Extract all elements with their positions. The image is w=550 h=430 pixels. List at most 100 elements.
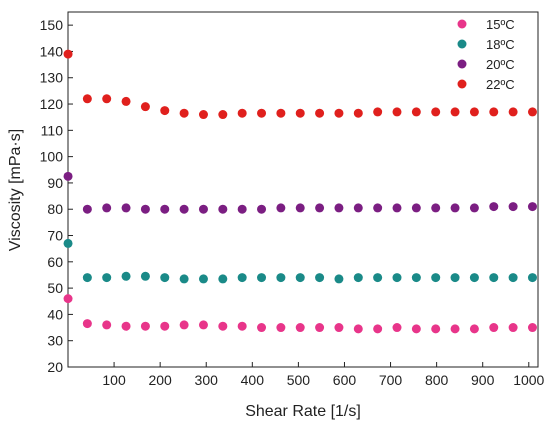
legend-label: 22ºC — [486, 77, 515, 92]
y-tick-label: 20 — [47, 359, 63, 375]
x-tick-label: 1000 — [513, 372, 544, 388]
y-tick-label: 130 — [40, 70, 64, 86]
data-point — [140, 271, 150, 281]
data-point — [411, 107, 421, 117]
data-point — [450, 273, 460, 283]
legend-label: 15ºC — [486, 17, 515, 32]
data-point — [102, 320, 112, 330]
data-point — [276, 323, 286, 333]
y-tick-label: 70 — [47, 228, 63, 244]
data-point — [295, 273, 305, 283]
data-point — [392, 107, 402, 117]
data-point — [218, 110, 228, 120]
legend-marker — [457, 39, 467, 49]
x-tick-label: 200 — [148, 372, 172, 388]
data-point — [276, 203, 286, 213]
data-point — [160, 321, 170, 331]
x-tick-label: 100 — [102, 372, 126, 388]
data-point — [257, 273, 267, 283]
y-tick-label: 60 — [47, 254, 63, 270]
data-point — [179, 108, 189, 118]
data-point — [63, 294, 73, 304]
data-point — [179, 274, 189, 284]
data-point — [121, 96, 131, 106]
data-point — [63, 171, 73, 181]
data-point — [257, 108, 267, 118]
x-tick-label: 800 — [425, 372, 449, 388]
data-point — [431, 273, 441, 283]
data-point — [295, 203, 305, 213]
data-point — [315, 108, 325, 118]
data-point — [489, 202, 499, 212]
legend: 15ºC 18ºC 20ºC 22ºC — [457, 17, 515, 92]
data-point — [353, 273, 363, 283]
data-points — [63, 49, 537, 334]
x-tick-label: 700 — [379, 372, 403, 388]
data-point — [179, 204, 189, 214]
data-point — [63, 238, 73, 248]
data-point — [508, 202, 518, 212]
data-point — [527, 107, 537, 117]
series-3 — [63, 49, 537, 120]
data-point — [102, 94, 112, 104]
data-point — [237, 321, 247, 331]
x-tick-label: 500 — [287, 372, 311, 388]
y-tick-label: 90 — [47, 175, 63, 191]
legend-marker — [457, 59, 467, 69]
data-point — [392, 323, 402, 333]
data-point — [82, 273, 92, 283]
data-point — [431, 324, 441, 334]
y-tick-label: 100 — [40, 149, 64, 165]
data-point — [121, 271, 131, 281]
data-point — [198, 204, 208, 214]
x-axis-title: Shear Rate [1/s] — [245, 403, 361, 420]
data-point — [121, 321, 131, 331]
y-tick-label: 40 — [47, 306, 63, 322]
data-point — [450, 324, 460, 334]
data-point — [82, 204, 92, 214]
data-point — [315, 323, 325, 333]
data-point — [334, 108, 344, 118]
data-point — [276, 108, 286, 118]
data-point — [469, 107, 479, 117]
data-point — [431, 203, 441, 213]
data-point — [218, 274, 228, 284]
y-tick-label: 30 — [47, 333, 63, 349]
data-point — [102, 203, 112, 213]
data-point — [160, 273, 170, 283]
data-point — [140, 321, 150, 331]
data-point — [198, 320, 208, 330]
series-0 — [63, 294, 537, 334]
data-point — [257, 323, 267, 333]
data-point — [411, 273, 421, 283]
data-point — [334, 323, 344, 333]
legend-label: 18ºC — [486, 37, 515, 52]
data-point — [508, 107, 518, 117]
data-point — [431, 107, 441, 117]
data-point — [237, 273, 247, 283]
data-point — [82, 94, 92, 104]
data-point — [411, 203, 421, 213]
data-point — [198, 274, 208, 284]
y-tick-label: 150 — [40, 17, 64, 33]
data-point — [82, 319, 92, 329]
series-1 — [63, 238, 537, 284]
y-tick-label: 120 — [40, 96, 64, 112]
data-point — [295, 108, 305, 118]
data-point — [218, 321, 228, 331]
y-tick-label: 110 — [41, 122, 64, 138]
data-point — [160, 204, 170, 214]
data-point — [489, 107, 499, 117]
legend-marker — [457, 79, 467, 89]
series-2 — [63, 171, 537, 214]
data-point — [353, 324, 363, 334]
data-point — [469, 203, 479, 213]
legend-label: 20ºC — [486, 57, 515, 72]
x-tick-label: 600 — [333, 372, 357, 388]
data-point — [179, 320, 189, 330]
data-point — [160, 106, 170, 116]
data-point — [373, 203, 383, 213]
data-point — [508, 273, 518, 283]
data-point — [527, 202, 537, 212]
plot-frame — [67, 11, 539, 368]
